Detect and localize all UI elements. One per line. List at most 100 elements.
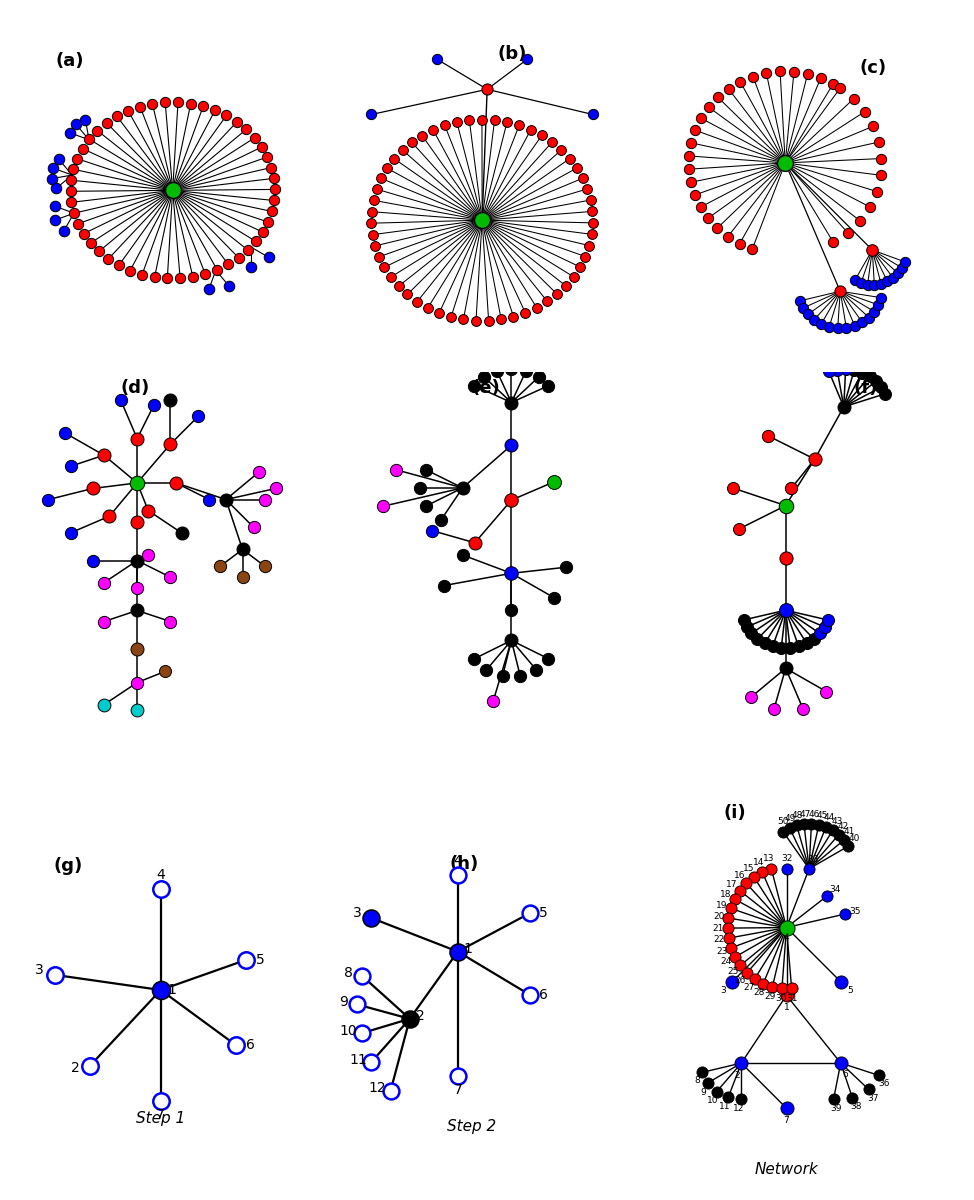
Point xyxy=(163,434,178,454)
Point xyxy=(764,859,779,878)
Point xyxy=(153,1091,169,1110)
Text: 26: 26 xyxy=(734,976,746,985)
Text: 23: 23 xyxy=(716,947,728,955)
Point xyxy=(468,311,484,330)
Point xyxy=(153,980,169,1000)
Point xyxy=(418,497,433,516)
Point xyxy=(541,649,556,668)
Point xyxy=(745,67,761,86)
Text: (b): (b) xyxy=(498,46,527,64)
Point xyxy=(62,181,78,200)
Point xyxy=(90,121,105,140)
Point xyxy=(522,904,538,923)
Point xyxy=(833,972,848,991)
Point xyxy=(363,214,379,233)
Point xyxy=(266,169,281,188)
Point xyxy=(802,859,817,878)
Point xyxy=(56,221,72,240)
Point xyxy=(784,979,800,998)
Text: (i): (i) xyxy=(724,804,746,822)
Point xyxy=(478,660,494,679)
Point xyxy=(739,964,755,983)
Point xyxy=(562,149,578,168)
Text: 24: 24 xyxy=(721,958,732,966)
Text: 6: 6 xyxy=(843,1070,848,1079)
Point xyxy=(363,104,379,124)
Point xyxy=(682,160,697,179)
Text: 4: 4 xyxy=(784,932,789,942)
Point xyxy=(140,545,156,564)
Text: 6: 6 xyxy=(539,988,547,1002)
Point xyxy=(812,624,828,643)
Point xyxy=(68,114,84,133)
Point xyxy=(504,600,519,619)
Point xyxy=(874,149,889,168)
Text: 33: 33 xyxy=(806,856,818,864)
Point xyxy=(873,166,888,185)
Point xyxy=(83,233,98,252)
Point xyxy=(130,578,145,598)
Point xyxy=(779,918,795,937)
Text: (d): (d) xyxy=(121,379,150,397)
Point xyxy=(897,252,913,271)
Point xyxy=(688,185,703,204)
Point xyxy=(47,210,62,229)
Point xyxy=(750,629,766,648)
Point xyxy=(796,299,811,318)
Point xyxy=(732,72,748,91)
Text: 3: 3 xyxy=(353,906,361,920)
Point xyxy=(65,160,81,179)
Point xyxy=(467,376,482,395)
Point xyxy=(183,94,199,113)
Point xyxy=(821,361,837,380)
Point xyxy=(546,588,562,607)
Point xyxy=(773,638,789,658)
Point xyxy=(450,1067,466,1086)
Point xyxy=(479,79,495,98)
Text: 34: 34 xyxy=(829,886,841,894)
Point xyxy=(489,361,505,380)
Point xyxy=(871,295,886,314)
Point xyxy=(75,139,91,158)
Point xyxy=(841,836,856,856)
Point xyxy=(778,548,794,568)
Text: 8: 8 xyxy=(344,966,353,980)
Point xyxy=(218,490,234,509)
Point xyxy=(130,640,145,659)
Text: 16: 16 xyxy=(733,871,745,881)
Point xyxy=(721,908,736,928)
Point xyxy=(404,133,420,152)
Text: 7: 7 xyxy=(454,1082,462,1097)
Point xyxy=(380,158,395,178)
Point xyxy=(231,248,246,268)
Point xyxy=(573,257,588,276)
Point xyxy=(365,226,381,245)
Point xyxy=(418,460,433,479)
Text: 4: 4 xyxy=(454,854,462,869)
Point xyxy=(839,318,854,337)
Point xyxy=(584,224,600,244)
Point xyxy=(425,521,440,540)
Point xyxy=(82,1056,97,1075)
Text: 4: 4 xyxy=(157,868,165,882)
Point xyxy=(727,889,742,908)
Point xyxy=(163,568,178,587)
Text: 3: 3 xyxy=(721,986,727,995)
Text: 1: 1 xyxy=(464,942,472,956)
Point xyxy=(185,268,201,287)
Text: 11: 11 xyxy=(349,1052,367,1067)
Point xyxy=(245,517,261,536)
Point xyxy=(455,545,470,565)
Point xyxy=(793,292,808,311)
Point xyxy=(869,182,884,202)
Point xyxy=(820,611,836,630)
Point xyxy=(235,540,250,559)
Point xyxy=(82,130,97,149)
Point xyxy=(504,491,519,510)
Point xyxy=(221,276,237,295)
Point xyxy=(251,462,267,481)
Point xyxy=(861,1080,877,1099)
Point xyxy=(412,479,428,498)
Point xyxy=(821,317,837,336)
Point xyxy=(85,551,100,570)
